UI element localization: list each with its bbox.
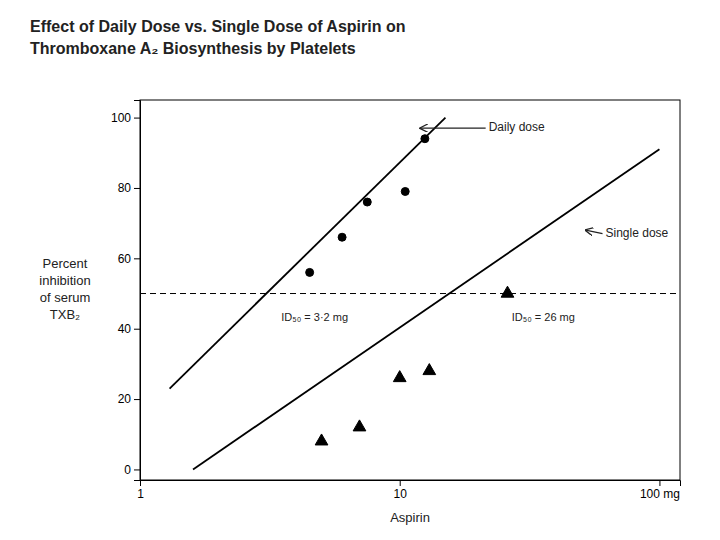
x-tick-label: 100 mg	[640, 487, 680, 501]
y-tick-label: 100	[111, 111, 131, 125]
x-tick: 1	[137, 480, 144, 501]
x-tick-label: 1	[137, 487, 144, 501]
y-axis: 0 20 40 60 80 100	[111, 101, 141, 481]
y-tick-mark	[134, 188, 140, 189]
plot-area	[140, 118, 680, 470]
plot-frame	[140, 100, 680, 480]
x-tick-mark	[659, 480, 660, 486]
y-axis-label: TXB₂	[50, 307, 80, 322]
annotation: Single dose	[606, 226, 669, 240]
y-tick: 60	[118, 252, 140, 266]
y-axis-label: Percent	[43, 256, 88, 271]
y-tick-label: 60	[118, 252, 132, 266]
annotation-arrow	[586, 230, 603, 234]
y-tick-label: 0	[124, 463, 131, 477]
x-axis: 1 10 100 mg	[137, 480, 680, 501]
data-point	[338, 233, 346, 241]
y-tick-label: 40	[118, 322, 132, 336]
data-point	[315, 434, 328, 445]
plot-background	[140, 100, 680, 480]
regression-line	[170, 118, 446, 389]
y-tick-mark	[134, 258, 140, 259]
annotations: Daily dose Single dose ID₅₀ = 3·2 mg ID₅₀ =…	[281, 120, 668, 323]
title: Effect of Daily Dose vs. Single Dose of …	[30, 18, 405, 35]
data-point	[501, 286, 514, 297]
data-point	[393, 371, 406, 382]
x-axis-label: Aspirin	[390, 510, 430, 525]
x-tick-label: 10	[394, 487, 408, 501]
annotation: ID₅₀ = 26 mg	[512, 311, 575, 323]
x-tick: 100 mg	[640, 480, 680, 501]
y-axis-label: inhibition	[39, 273, 90, 288]
annotation: ID₅₀ = 3·2 mg	[281, 311, 348, 323]
y-tick: 100	[111, 111, 140, 125]
data-point	[423, 364, 436, 375]
reference-line	[140, 293, 680, 294]
data-point	[353, 420, 366, 431]
y-axis-label: of serum	[40, 290, 91, 305]
x-tick-mark	[400, 480, 401, 486]
y-tick: 0	[124, 463, 140, 477]
y-tick-mark	[134, 399, 140, 400]
regression-line	[193, 149, 659, 469]
y-tick: 40	[118, 322, 140, 336]
y-tick-label: 20	[118, 392, 132, 406]
y-tick-mark	[134, 329, 140, 330]
chart: Effect of Daily Dose vs. Single Dose of …	[0, 0, 720, 540]
data-point	[363, 198, 371, 206]
x-tick: 10	[394, 480, 408, 501]
annotation: Daily dose	[489, 120, 545, 134]
annotation-arrow	[420, 128, 485, 129]
x-axis-line	[141, 481, 681, 487]
y-tick: 20	[118, 392, 140, 406]
title: Thromboxane A₂ Biosynthesis by Platelets	[30, 40, 356, 57]
y-tick: 80	[118, 181, 140, 195]
data-point	[401, 187, 409, 195]
data-point	[306, 268, 314, 276]
y-tick-label: 80	[118, 181, 132, 195]
y-tick-mark	[134, 118, 140, 119]
y-tick-mark	[134, 469, 140, 470]
